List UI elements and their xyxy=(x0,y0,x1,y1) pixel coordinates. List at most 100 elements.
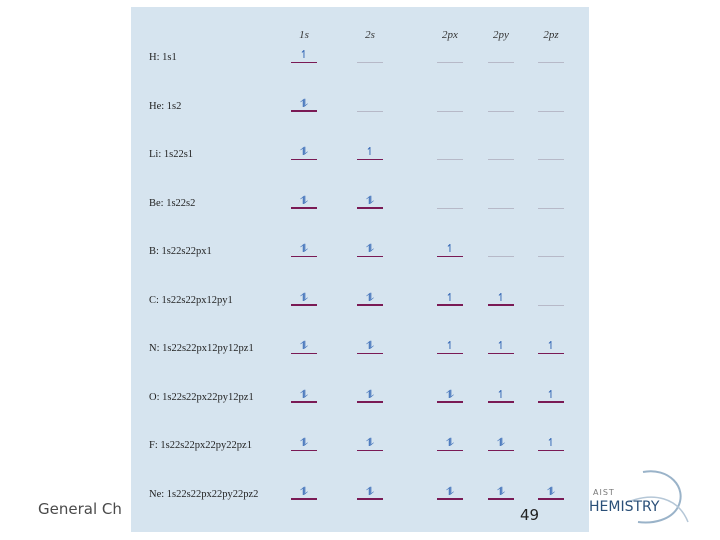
row-label: Li: 1s22s1 xyxy=(149,149,194,160)
orbital-line xyxy=(538,256,564,257)
paired-electrons-icon: ⥮ xyxy=(366,242,374,255)
logo-small-text: AIST xyxy=(593,488,615,497)
orbital-slot xyxy=(538,290,564,306)
orbital-line xyxy=(437,207,463,209)
orbital-slot xyxy=(488,144,514,160)
orbital-line xyxy=(488,207,514,209)
paired-electrons-icon: ⥮ xyxy=(366,387,374,401)
orbital-line xyxy=(291,61,317,63)
logo-swirl-icon xyxy=(627,470,689,524)
paired-electrons-icon: ⥮ xyxy=(300,96,308,110)
orbital-slot xyxy=(357,96,383,112)
paired-electrons-icon: ⥮ xyxy=(366,484,374,498)
orbital-line xyxy=(357,207,383,209)
paired-electrons-icon: ⥮ xyxy=(300,387,308,401)
orbital-slot xyxy=(538,47,564,63)
orbital-slot: ↿ xyxy=(437,241,463,257)
orbital-line xyxy=(437,304,463,306)
orbital-slot: ↿ xyxy=(488,338,514,354)
paired-electrons-icon: ⥮ xyxy=(366,290,374,304)
orbital-slot xyxy=(437,193,463,209)
orbital-slot: ⥮ xyxy=(538,484,564,500)
orbital-line xyxy=(291,158,317,160)
single-electron-icon: ↿ xyxy=(546,436,556,449)
column-header-2s: 2s xyxy=(365,29,375,41)
orbital-slot: ↿ xyxy=(538,338,564,354)
orbital-slot: ⥮ xyxy=(291,193,317,209)
orbital-slot xyxy=(488,241,514,257)
orbital-slot: ⥮ xyxy=(357,484,383,500)
orbital-slot: ↿ xyxy=(437,290,463,306)
orbital-line xyxy=(437,449,463,451)
orbital-line xyxy=(357,110,383,112)
orbital-line xyxy=(488,159,514,160)
row-label: N: 1s22s22px12py12pz1 xyxy=(149,343,254,354)
footer-course-title: General Ch xyxy=(38,500,122,518)
orbital-slot xyxy=(538,193,564,209)
orbital-slot xyxy=(488,96,514,112)
row-label: O: 1s22s22px22py12pz1 xyxy=(149,391,254,403)
orbital-line xyxy=(357,62,383,63)
single-electron-icon: ↿ xyxy=(445,290,455,304)
single-electron-icon: ↿ xyxy=(496,387,506,401)
orbital-slot xyxy=(437,47,463,63)
orbital-slot: ↿ xyxy=(357,144,383,160)
orbital-line xyxy=(538,207,564,209)
chemistry-logo: AIST HEMISTRY xyxy=(583,462,693,532)
orbital-slot: ↿ xyxy=(488,290,514,306)
row-label: F: 1s22s22px22py22pz1 xyxy=(149,440,252,451)
orbital-slot: ⥮ xyxy=(488,484,514,500)
orbital-slot: ⥮ xyxy=(437,435,463,451)
row-label: He: 1s2 xyxy=(149,100,182,112)
orbital-slot: ↿ xyxy=(488,387,514,403)
orbital-slot xyxy=(488,47,514,63)
paired-electrons-icon: ⥮ xyxy=(547,484,555,498)
orbital-slot: ⥮ xyxy=(357,435,383,451)
orbital-slot: ↿ xyxy=(538,435,564,451)
orbital-slot: ↿ xyxy=(538,387,564,403)
orbital-slot xyxy=(538,96,564,112)
orbital-line xyxy=(538,498,564,500)
paired-electrons-icon: ⥮ xyxy=(446,436,454,449)
orbital-line xyxy=(357,401,383,403)
orbital-line xyxy=(291,304,317,306)
orbital-slot: ⥮ xyxy=(291,435,317,451)
orbital-slot xyxy=(437,96,463,112)
orbital-line xyxy=(488,304,514,306)
single-electron-icon: ↿ xyxy=(546,387,556,401)
orbital-slot xyxy=(538,241,564,257)
orbital-line xyxy=(488,401,514,403)
row-label: Be: 1s22s2 xyxy=(149,197,196,209)
orbital-line xyxy=(291,207,317,209)
single-electron-icon: ↿ xyxy=(546,339,556,352)
orbital-slot: ⥮ xyxy=(437,484,463,500)
orbital-line xyxy=(437,159,463,160)
orbital-line xyxy=(538,449,564,451)
orbital-slot: ⥮ xyxy=(291,290,317,306)
paired-electrons-icon: ⥮ xyxy=(497,436,505,449)
column-header-1s: 1s xyxy=(299,29,309,41)
paired-electrons-icon: ⥮ xyxy=(366,193,374,207)
orbital-slot: ⥮ xyxy=(291,96,317,112)
orbital-slot: ⥮ xyxy=(488,435,514,451)
orbital-line xyxy=(291,352,317,354)
paired-electrons-icon: ⥮ xyxy=(300,436,308,449)
orbital-line xyxy=(357,158,383,160)
single-electron-icon: ↿ xyxy=(365,145,375,158)
logo-big-text: HEMISTRY xyxy=(589,499,660,515)
orbital-line xyxy=(437,62,463,63)
single-electron-icon: ↿ xyxy=(445,339,455,352)
paired-electrons-icon: ⥮ xyxy=(446,387,454,401)
orbital-slot: ⥮ xyxy=(357,338,383,354)
orbital-line xyxy=(488,110,514,112)
paired-electrons-icon: ⥮ xyxy=(300,145,308,158)
orbital-slot: ⥮ xyxy=(357,290,383,306)
orbital-line xyxy=(488,352,514,354)
orbital-slot xyxy=(437,144,463,160)
paired-electrons-icon: ⥮ xyxy=(300,339,308,352)
orbital-slot: ⥮ xyxy=(357,241,383,257)
orbital-line xyxy=(291,401,317,403)
orbital-diagram-panel: 1s 2s 2px 2py 2pz H: 1s1 ↿ He: 1s2 ⥮ Li: 1s2… xyxy=(131,7,589,532)
paired-electrons-icon: ⥮ xyxy=(446,484,454,498)
orbital-line xyxy=(291,255,317,257)
